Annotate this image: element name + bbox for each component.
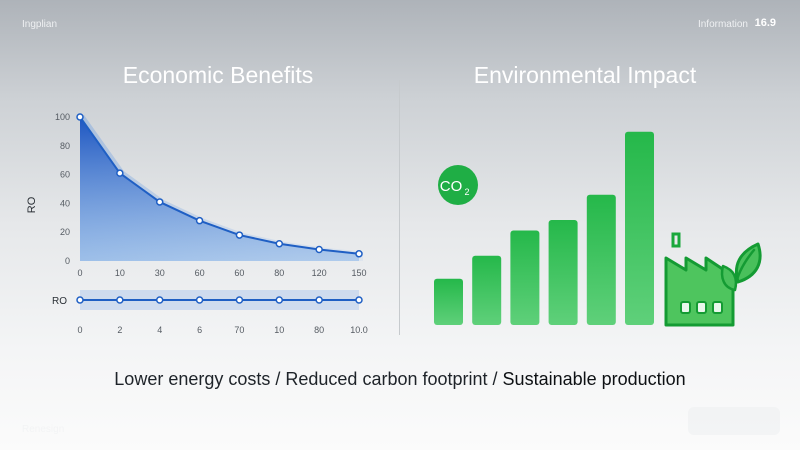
header-right-text: Information: [697, 19, 748, 30]
footer-left-text: Renesign: [22, 424, 65, 435]
y-tick-label-3: 60: [60, 170, 70, 180]
area-line: [79, 116, 360, 255]
x-tick-label-2: 30: [155, 268, 165, 278]
page-number: 16.9: [754, 17, 776, 29]
x-tick-label-7: 150: [351, 268, 366, 278]
area-point-4: [235, 231, 244, 239]
co2-badge-icon: CO 2: [438, 165, 478, 205]
y-tick-label-4: 80: [60, 141, 70, 151]
bar-3: [548, 220, 578, 325]
y-tick-label-1: 20: [60, 227, 70, 237]
x-tick-label-5: 80: [274, 268, 284, 278]
bar-0: [434, 278, 463, 325]
header-left-text: Ingplian: [22, 19, 58, 30]
area-point-7: [355, 250, 363, 258]
bar-1: [472, 255, 502, 325]
co2-label: CO: [440, 178, 463, 195]
line-point-5: [275, 296, 284, 304]
line-point-1: [116, 296, 124, 304]
line-x-tick-4: 70: [234, 325, 244, 335]
line-x-tick-2: 4: [157, 325, 162, 335]
blurred-badge: [688, 407, 780, 435]
line-x-tick-5: 10: [274, 325, 284, 335]
line-point-4: [235, 296, 244, 304]
x-tick-label-3: 60: [195, 268, 205, 278]
area-point-0: [76, 113, 84, 121]
area-fill: [80, 117, 359, 261]
line-point-3: [195, 296, 204, 304]
area-point-3: [195, 216, 204, 225]
caption-part-3: Sustainable production: [502, 369, 686, 389]
y-tick-label-2: 40: [60, 198, 70, 208]
caption-part-1: Lower energy costs: [114, 369, 271, 389]
x-tick-label-4: 60: [234, 268, 244, 278]
y-axis-label: RO: [26, 196, 38, 213]
area-point-6: [315, 245, 323, 254]
factory-leaf-icon: [664, 232, 762, 327]
caption-separator-1: /: [270, 369, 286, 389]
area-point-5: [275, 239, 284, 248]
line-x-tick-0: 0: [77, 325, 82, 335]
area-point-2: [155, 198, 164, 206]
y-tick-label-5: 100: [55, 112, 70, 122]
x-tick-label-6: 120: [312, 268, 327, 278]
line-x-tick-3: 6: [197, 325, 202, 335]
line-y-label: RO: [52, 296, 67, 307]
bar-5: [625, 131, 654, 325]
line-point-6: [315, 296, 323, 304]
y-tick-label-0: 0: [65, 256, 70, 266]
caption-separator-2: /: [487, 369, 503, 389]
line-x-tick-7: 10.0: [350, 325, 368, 335]
x-tick-label-0: 0: [77, 268, 82, 278]
line-point-2: [155, 296, 164, 304]
caption: Lower energy costs / Reduced carbon foot…: [0, 369, 800, 390]
environmental-impact-title: Environmental Impact: [473, 62, 697, 88]
line-x-tick-1: 2: [117, 325, 122, 335]
line-point-0: [76, 296, 84, 304]
panel-divider: [399, 80, 400, 335]
line-x-tick-6: 80: [314, 325, 324, 335]
bar-4: [586, 194, 616, 325]
area-point-1: [116, 169, 124, 177]
bar-2: [510, 230, 540, 325]
economic-benefits-title: Economic Benefits: [122, 62, 314, 88]
x-tick-label-1: 10: [115, 268, 125, 278]
line-point-7: [355, 296, 363, 304]
caption-part-2: Reduced carbon footprint: [285, 369, 488, 389]
co2-subscript: 2: [464, 187, 469, 197]
